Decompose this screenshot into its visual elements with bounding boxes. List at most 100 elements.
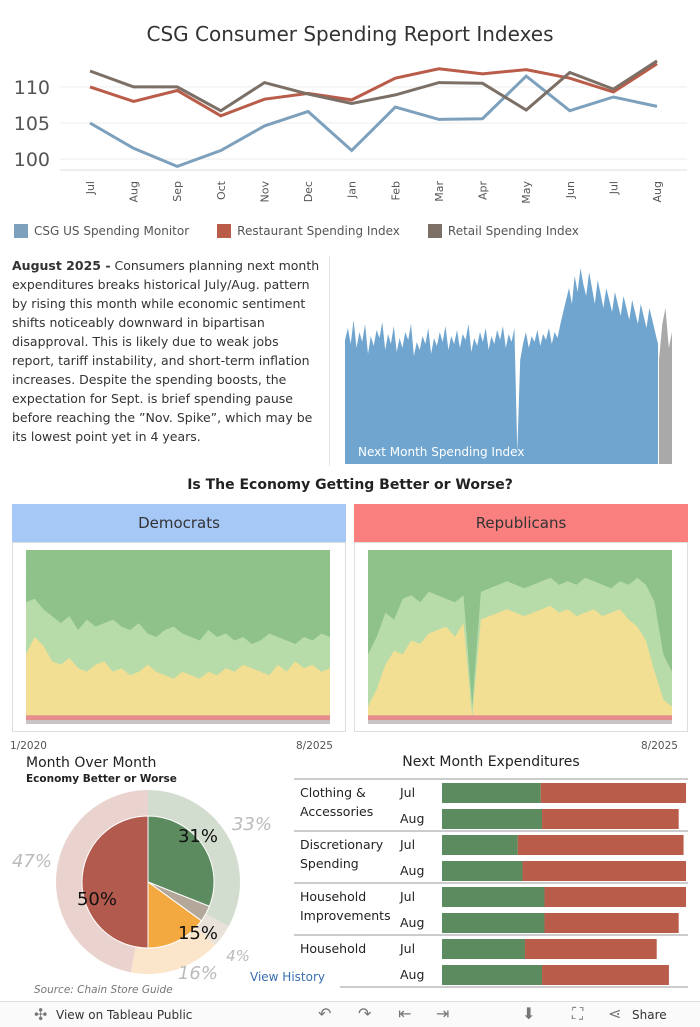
category-label: Household — [300, 941, 366, 956]
next-month-area-chart: Next Month Spending Index — [345, 268, 672, 464]
redo-icon[interactable]: ↷ — [358, 1004, 372, 1023]
bar-green — [442, 783, 541, 803]
series-line — [89, 62, 658, 118]
category-label: Household — [300, 889, 366, 904]
share-button[interactable]: Share — [632, 1008, 667, 1022]
donut-outer-label: 4% — [226, 947, 250, 965]
donut-inner-label: 50% — [77, 889, 117, 910]
democrats-panel — [12, 542, 346, 732]
y-tick-label: 105 — [14, 113, 50, 135]
bar-red — [542, 965, 669, 985]
month-label: Jul — [399, 837, 415, 852]
x-tick-label: Dec — [302, 181, 315, 202]
month-label: Aug — [400, 967, 424, 982]
donut-inner-label: 31% — [178, 826, 218, 847]
story-body: Consumers planning next month expenditur… — [12, 258, 320, 444]
share-icon[interactable]: ⋖ — [608, 1004, 622, 1023]
expenditures-bar-chart: Clothing & Accessories Jul Aug Discretionary… — [294, 778, 688, 988]
undo-icon[interactable]: ↶ — [318, 1004, 332, 1023]
republicans-panel — [354, 542, 688, 732]
bar-green — [442, 887, 545, 907]
democrats-area-chart — [26, 550, 330, 724]
legend-item[interactable]: Restaurant Spending Index — [217, 224, 400, 238]
donut-inner-slice — [81, 815, 149, 949]
bar-green — [442, 835, 518, 855]
month-label: Aug — [400, 811, 424, 826]
donut-outer-slice — [148, 790, 240, 927]
area-band — [368, 605, 672, 724]
category-label: Improvements — [300, 908, 391, 923]
bar-green — [442, 861, 523, 881]
bar-green — [442, 939, 525, 959]
x-tick-label: Aug — [651, 181, 664, 202]
bar-green — [442, 913, 545, 933]
bar-green — [442, 809, 543, 829]
legend-swatch — [427, 224, 442, 238]
current-month-area — [659, 308, 672, 464]
x-tick-label: Jul — [607, 181, 620, 195]
series-line — [89, 74, 658, 169]
legend-item[interactable]: Retail Spending Index — [427, 224, 579, 238]
legend-label: Restaurant Spending Index — [237, 224, 400, 238]
legend-item[interactable]: CSG US Spending Monitor — [14, 224, 189, 238]
page-title: CSG Consumer Spending Report Indexes — [146, 22, 554, 46]
x-tick-label: May — [520, 181, 533, 204]
y-tick-label: 100 — [14, 149, 50, 171]
source-text: Source: Chain Store Guide — [34, 984, 173, 996]
donut-inner-label: 15% — [178, 923, 218, 944]
category-label: Clothing & — [300, 785, 366, 800]
area-band-floor — [26, 720, 330, 724]
x-tick-label: Sep — [171, 181, 184, 202]
view-history-link[interactable]: View History — [250, 970, 325, 984]
bar-red — [524, 939, 657, 959]
legend: CSG US Spending Monitor Restaurant Spend… — [14, 224, 607, 238]
bar-red — [540, 783, 686, 803]
category-label: Discretionary — [300, 837, 384, 852]
section-title: Is The Economy Getting Better or Worse? — [187, 477, 513, 493]
bar-red — [544, 913, 679, 933]
month-label: Jul — [399, 785, 415, 800]
bar-red — [544, 887, 686, 907]
donut-outer-label: 16% — [178, 963, 218, 984]
bar-green — [442, 965, 543, 985]
mom-donut-chart: 31% 15% 50% 33% 4% 16% 47% — [12, 790, 272, 984]
x-tick-label: Nov — [258, 181, 271, 203]
donut-outer-slice — [55, 790, 148, 973]
story-text: August 2025 - Consumers planning next mo… — [12, 256, 322, 446]
mom-subtitle: Economy Better or Worse — [26, 773, 177, 785]
mom-title: Month Over Month — [26, 755, 157, 771]
donut-inner-slice — [147, 881, 203, 949]
date-start: 1/2020 — [10, 740, 47, 752]
legend-label: CSG US Spending Monitor — [34, 224, 190, 238]
revert-icon[interactable]: ⇤ — [398, 1004, 412, 1023]
donut-outer-label: 47% — [12, 851, 52, 872]
area-band — [26, 637, 330, 724]
month-label: Aug — [400, 915, 424, 930]
x-tick-label: Aug — [128, 181, 141, 202]
bar-red — [522, 861, 686, 881]
category-label: Accessories — [300, 804, 373, 819]
bar-red — [542, 809, 679, 829]
legend-label: Retail Spending Index — [447, 224, 579, 238]
x-tick-label: Mar — [433, 181, 446, 202]
y-tick-label: 110 — [14, 77, 50, 99]
month-label: Aug — [400, 863, 424, 878]
x-tick-label: Apr — [477, 181, 490, 201]
next-month-label: Next Month Spending Index — [358, 445, 524, 459]
democrats-header: Democrats — [12, 504, 346, 542]
pause-icon[interactable]: ⇥ — [436, 1004, 450, 1023]
donut-outer-slice — [130, 927, 216, 974]
fullscreen-icon[interactable]: ⛶ — [572, 1004, 584, 1023]
x-tick-label: Jan — [346, 181, 359, 199]
next-month-area — [345, 268, 658, 464]
area-band-floor — [368, 720, 672, 724]
tableau-logo-icon: ✣ — [34, 1005, 48, 1024]
legend-swatch — [14, 224, 28, 238]
x-tick-label: Jun — [564, 181, 577, 199]
month-label: Jul — [399, 941, 415, 956]
view-on-tableau-link[interactable]: View on Tableau Public — [56, 1008, 193, 1022]
x-tick-label: Oct — [215, 180, 228, 200]
category-label: Spending — [300, 856, 359, 871]
x-tick-label: Jul — [84, 181, 97, 195]
download-icon[interactable]: ⬇ — [522, 1004, 536, 1023]
